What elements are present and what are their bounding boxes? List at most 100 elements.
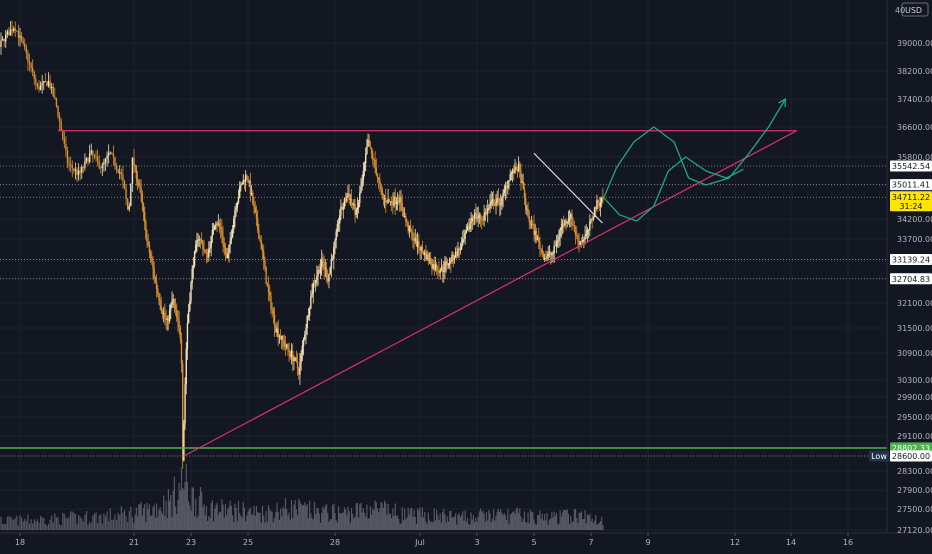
volume-bar xyxy=(247,512,248,530)
candle-body xyxy=(231,237,232,240)
candle-body xyxy=(406,222,407,223)
currency-badge[interactable]: USD xyxy=(905,6,922,15)
volume-bar xyxy=(194,516,195,530)
candle-body xyxy=(249,181,250,182)
volume-bar xyxy=(579,512,580,530)
volume-bar xyxy=(401,524,402,530)
candle-body xyxy=(79,171,80,173)
volume-bar xyxy=(56,517,57,530)
volume-bar xyxy=(121,506,122,530)
volume-bar xyxy=(375,500,376,530)
candle-body xyxy=(92,150,93,155)
volume-bar xyxy=(336,520,337,530)
candle-body xyxy=(171,301,172,304)
candle-body xyxy=(270,295,271,309)
candle-body xyxy=(239,187,240,197)
candle-body xyxy=(94,155,95,156)
volume-bar xyxy=(310,513,311,530)
volume-bar xyxy=(522,522,523,530)
candle-body xyxy=(250,181,251,194)
candle-body xyxy=(181,339,182,364)
candle-body xyxy=(16,31,17,32)
candle-body xyxy=(370,146,371,147)
volume-bar xyxy=(27,514,28,530)
volume-bar xyxy=(80,517,81,530)
volume-bar xyxy=(268,505,269,530)
volume-bar xyxy=(382,503,383,530)
volume-bar xyxy=(81,519,82,530)
candle-body xyxy=(559,230,560,236)
volume-bar xyxy=(19,515,20,530)
price-tick-label: 30300.00 xyxy=(897,376,932,385)
volume-bar xyxy=(301,504,302,530)
volume-bar xyxy=(438,520,439,530)
volume-bar xyxy=(505,515,506,530)
candle-body xyxy=(520,171,521,183)
volume-bar xyxy=(110,508,111,530)
candle-body xyxy=(232,229,233,237)
volume-bar xyxy=(352,514,353,530)
candle-body xyxy=(62,130,63,138)
top-tick-fragment: 40 xyxy=(895,6,905,15)
volume-bar xyxy=(241,518,242,530)
candle-body xyxy=(34,72,35,79)
volume-bar xyxy=(316,508,317,530)
volume-bar xyxy=(119,515,120,530)
volume-bar xyxy=(350,523,351,530)
candle-body xyxy=(276,329,277,333)
volume-bar xyxy=(580,513,581,530)
volume-bar xyxy=(133,523,134,530)
candle-body xyxy=(124,181,125,189)
candle-body xyxy=(129,206,130,209)
volume-bar xyxy=(341,513,342,530)
volume-bar xyxy=(545,520,546,530)
candle-body xyxy=(371,148,372,154)
volume-bar xyxy=(517,507,518,530)
candle-body xyxy=(234,211,235,220)
candle-body xyxy=(561,227,562,230)
volume-bar xyxy=(520,517,521,530)
candle-body xyxy=(311,294,312,297)
volume-bar xyxy=(390,514,391,530)
volume-bar xyxy=(417,508,418,530)
candle-body xyxy=(501,197,502,204)
candle-body xyxy=(238,197,239,203)
candle-body xyxy=(21,36,22,41)
volume-bar xyxy=(62,513,63,530)
volume-bar xyxy=(594,521,595,530)
volume-bar xyxy=(602,525,603,530)
volume-bar xyxy=(262,506,263,530)
candle-body xyxy=(317,270,318,276)
volume-bar xyxy=(165,501,166,530)
volume-bar xyxy=(176,514,177,530)
candle-body xyxy=(508,180,509,181)
candle-body xyxy=(264,260,265,267)
volume-bar xyxy=(345,510,346,530)
volume-bar xyxy=(369,518,370,530)
candle-body xyxy=(302,346,303,354)
candle-body xyxy=(132,158,133,184)
low-badge: Low xyxy=(871,452,887,461)
volume-bar xyxy=(475,518,476,530)
volume-bar xyxy=(136,508,137,530)
volume-bar xyxy=(339,513,340,530)
candle-body xyxy=(84,161,85,168)
candle-body xyxy=(489,204,490,207)
candle-body xyxy=(30,63,31,68)
time-tick-label: 9 xyxy=(645,538,650,547)
volume-bar xyxy=(227,509,228,530)
volume-bar xyxy=(141,502,142,530)
candle-body xyxy=(436,264,437,270)
volume-bar xyxy=(325,506,326,530)
volume-bar xyxy=(587,514,588,530)
candle-body xyxy=(448,264,449,265)
candle-body xyxy=(418,241,419,248)
price-tick-label: 28300.00 xyxy=(897,467,932,476)
candle-body xyxy=(500,205,501,206)
volume-bar xyxy=(5,524,6,530)
candle-body xyxy=(193,266,194,269)
candle-body xyxy=(188,311,189,323)
volume-bar xyxy=(219,512,220,530)
candle-body xyxy=(95,156,96,157)
